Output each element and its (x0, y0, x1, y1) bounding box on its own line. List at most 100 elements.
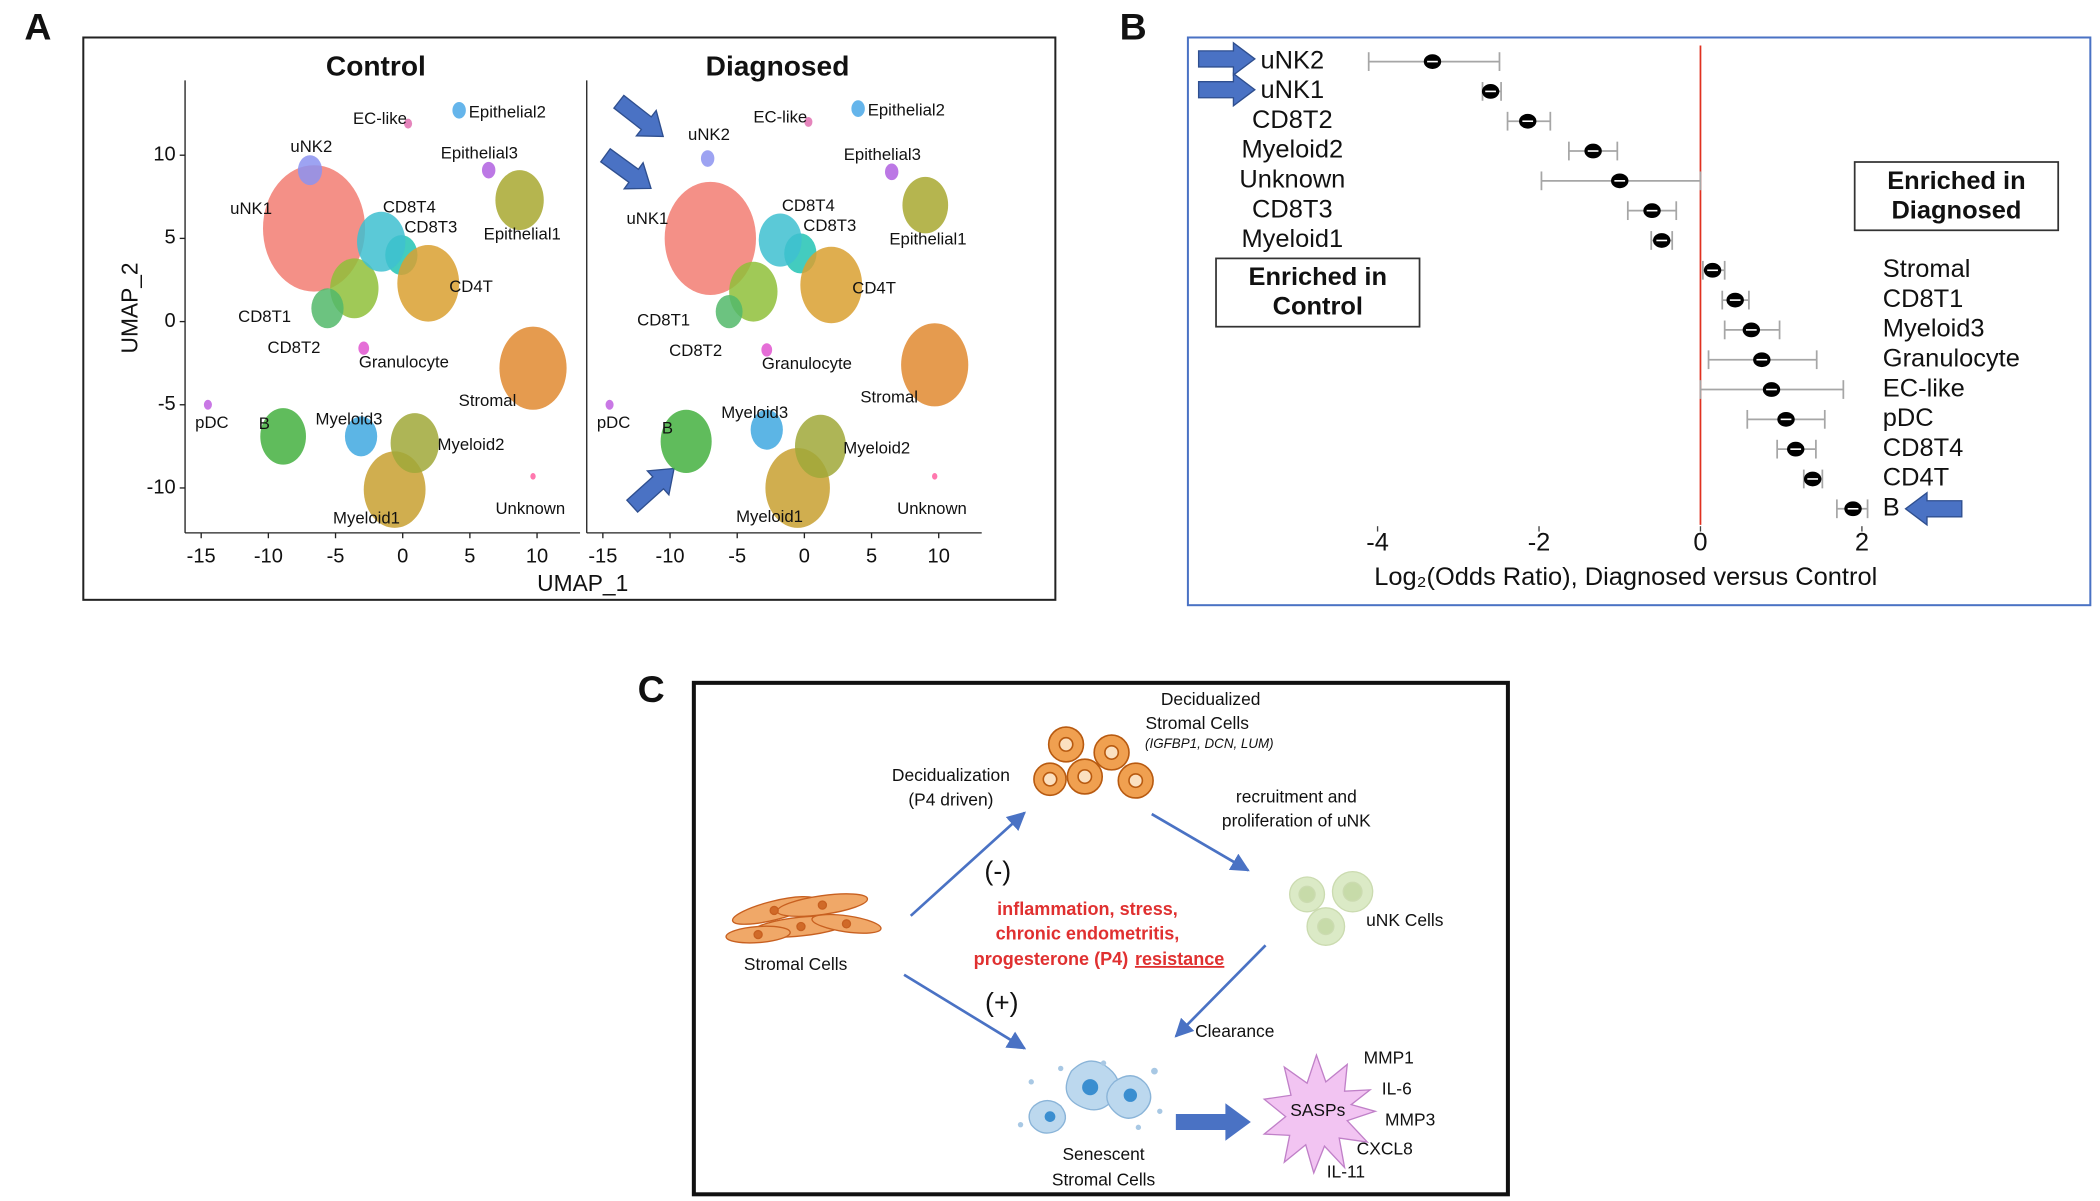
sasp-arrow (1175, 1103, 1251, 1141)
cell-cluster (758, 213, 802, 267)
category-label: pDC (1883, 404, 1934, 432)
edge-label: recruitment and (1236, 787, 1357, 807)
x-tick-label: -4 (1366, 528, 1389, 556)
cell-cluster (297, 155, 323, 186)
x-axis-label: Log₂(Odds Ratio), Diagnosed versus Contr… (1374, 563, 1877, 591)
cell-cluster (344, 416, 378, 457)
node-label: Decidualized (1161, 689, 1261, 709)
stressors: inflammation, stress, chronic endometrit… (974, 899, 1225, 969)
x-tick-label: 5 (866, 545, 877, 567)
category-label: Myeloid3 (1883, 315, 1985, 343)
node-label: Stromal Cells (1052, 1170, 1156, 1190)
cell-cluster (311, 288, 344, 329)
x-tick-label: -10 (656, 545, 685, 567)
x-tick-label: 10 (928, 545, 950, 567)
sasp-factor: MMP1 (1364, 1048, 1414, 1068)
highlight-arrow (595, 141, 662, 203)
panel-label: B (1120, 5, 1147, 47)
cluster-label: uNK2 (290, 137, 332, 156)
x-tick-label: 5 (464, 545, 475, 567)
cluster-label: Epithelial1 (484, 224, 561, 243)
stressor-line: progesterone (P4) resistance (974, 949, 1225, 969)
cluster-label: Myeloid3 (316, 410, 383, 429)
sasps-burst (1262, 1052, 1378, 1175)
node-label: Senescent (1062, 1144, 1144, 1164)
sasp-factor: CXCL8 (1357, 1139, 1413, 1159)
category-label: CD8T2 (1252, 106, 1333, 134)
sign-label: (-) (984, 856, 1011, 886)
y-tick-label: -5 (158, 393, 176, 415)
category-label: CD8T3 (1252, 195, 1333, 223)
x-tick-label: -10 (254, 545, 283, 567)
cell-cluster (499, 326, 567, 410)
highlight-arrow (1197, 72, 1256, 107)
cluster-label: Unknown (495, 499, 565, 518)
annotation-text: Diagnosed (1891, 196, 2021, 224)
y-tick-label: 5 (165, 227, 176, 249)
cell-cluster (715, 294, 743, 329)
cluster-label: Epithelial1 (889, 229, 966, 248)
cluster-label: Epithelial2 (868, 101, 945, 120)
cluster-label: Myeloid3 (721, 403, 788, 422)
highlight-arrow (608, 88, 674, 150)
cluster-label: CD8T2 (268, 338, 321, 357)
cell-cluster (262, 165, 366, 292)
cluster-label: EC-like (753, 107, 807, 126)
cluster-label: CD8T2 (669, 341, 722, 360)
edge-label: Decidualization (892, 765, 1010, 785)
cell-cluster (794, 414, 847, 478)
x-tick-label: -5 (728, 545, 746, 567)
cluster-label: CD8T3 (803, 216, 856, 235)
x-tick-label: 0 (799, 545, 810, 567)
cluster-label: Epithelial3 (844, 145, 921, 164)
stressor-underlined: resistance (1135, 949, 1224, 969)
sasp-factor: IL-6 (1382, 1078, 1412, 1098)
cell-cluster (700, 150, 715, 167)
x-tick-label: -5 (327, 545, 345, 567)
y-tick-label: -10 (147, 476, 176, 498)
x-tick-label: -2 (1528, 528, 1551, 556)
cluster-label: EC-like (353, 109, 407, 128)
edge-label: Clearance (1195, 1021, 1274, 1041)
node-label: Stromal Cells (744, 954, 848, 974)
panel-title: Diagnosed (706, 51, 850, 82)
panel-label: C (638, 668, 665, 710)
cell-cluster (851, 100, 865, 117)
cluster-label: Granulocyte (359, 352, 449, 371)
y-axis-label: UMAP_2 (117, 262, 143, 353)
x-tick-label: 10 (526, 545, 548, 567)
x-tick-label: 2 (1855, 528, 1869, 556)
cell-cluster (357, 211, 406, 272)
category-label: uNK2 (1261, 46, 1325, 74)
cluster-label: CD8T1 (238, 307, 291, 326)
category-label: Stromal (1883, 255, 1971, 283)
diagram: Decidualized Stromal Cells (IGFBP1, DCN,… (725, 689, 1444, 1190)
cell-cluster (260, 408, 306, 465)
cluster-label: pDC (195, 413, 228, 432)
cluster-label: CD8T1 (637, 311, 690, 330)
cluster-label: CD8T3 (404, 218, 457, 237)
cluster-label: uNK1 (626, 209, 668, 228)
panel-c-frame (691, 680, 1510, 1197)
cell-cluster (203, 399, 212, 410)
category-label: Myeloid2 (1241, 136, 1343, 164)
cell-cluster (452, 101, 466, 119)
cluster-label: B (259, 414, 270, 433)
cell-cluster (800, 246, 863, 324)
stressor-text: progesterone (P4) (974, 949, 1129, 969)
sasp-factor: MMP3 (1385, 1109, 1435, 1129)
y-tick-label: 0 (165, 310, 176, 332)
cluster-label: B (662, 419, 673, 438)
annotation-text: Control (1273, 293, 1363, 321)
sign-label: (+) (985, 987, 1018, 1017)
annotation-box (1853, 161, 2060, 232)
cluster-label: Myeloid2 (438, 435, 505, 454)
cluster-label: CD4T (852, 278, 896, 297)
cell-cluster (605, 399, 614, 410)
cell-cluster (761, 343, 773, 357)
stromal-cells-icon (725, 893, 882, 944)
senescent-cells-icon (1017, 1060, 1163, 1134)
cell-cluster (804, 116, 813, 127)
cell-cluster (932, 472, 938, 480)
cluster-label: Stromal (860, 388, 918, 407)
